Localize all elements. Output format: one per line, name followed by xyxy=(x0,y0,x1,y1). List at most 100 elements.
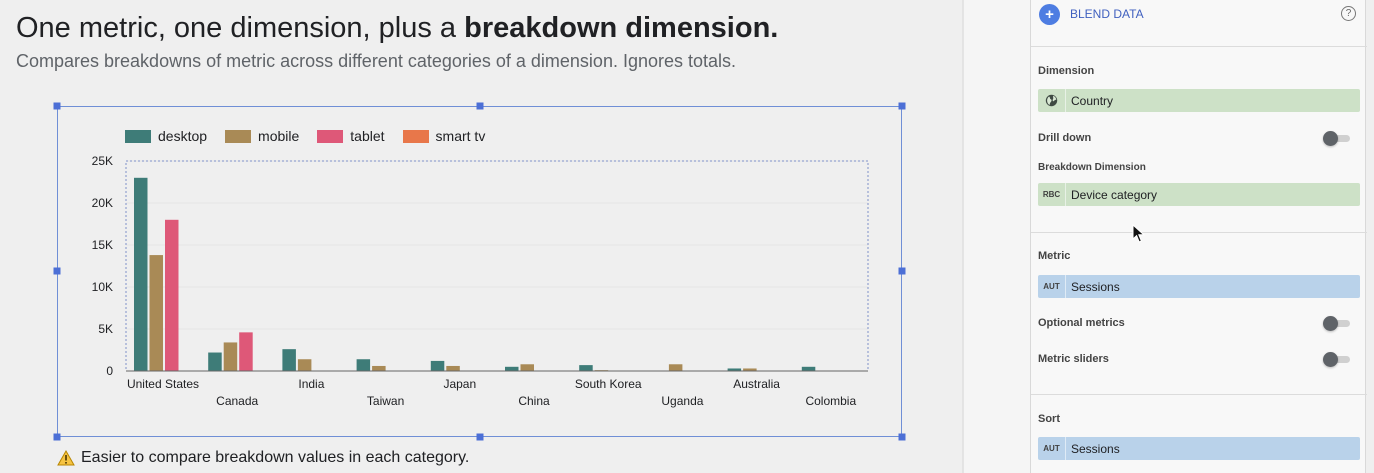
page-title-bold: breakdown dimension. xyxy=(464,12,779,44)
cursor-icon xyxy=(1132,224,1146,243)
optional-metrics-toggle-knob xyxy=(1323,316,1338,331)
bar-mobile-uganda xyxy=(668,364,683,371)
report-canvas: One metric, one dimension, plus a breakd… xyxy=(16,10,906,468)
y-tick-label: 5K xyxy=(98,322,113,336)
y-tick-label: 15K xyxy=(92,238,113,252)
bar-mobile-united-states xyxy=(149,255,163,371)
bar-mobile-india xyxy=(297,359,312,371)
x-tick-label: China xyxy=(518,394,550,408)
y-tick-label: 25K xyxy=(92,154,113,168)
resize-handle-bottom-right[interactable] xyxy=(898,433,906,441)
resize-handle-middle-left[interactable] xyxy=(53,267,61,275)
drill-down-toggle-track xyxy=(1330,135,1350,142)
resize-handle-bottom-left[interactable] xyxy=(53,433,61,441)
resize-handle-top-left[interactable] xyxy=(53,102,61,110)
bar-desktop-united-states xyxy=(134,177,148,371)
x-tick-label: Uganda xyxy=(661,394,703,408)
text-field-type-icon: RBC xyxy=(1038,183,1066,206)
sort-label: Sort xyxy=(1038,413,1060,425)
bar-mobile-taiwan xyxy=(372,365,386,371)
bar-mobile-canada xyxy=(223,342,238,371)
legend-label-smart-tv: smart tv xyxy=(435,128,486,144)
globe-icon xyxy=(1038,89,1066,112)
x-tick-label: India xyxy=(298,377,324,391)
y-tick-label: 10K xyxy=(92,280,113,294)
help-icon[interactable]: ? xyxy=(1341,6,1356,21)
x-tick-label: Japan xyxy=(443,377,476,391)
x-tick-label: Canada xyxy=(216,394,258,408)
x-tick-label: United States xyxy=(127,377,199,391)
optional-metrics-toggle[interactable] xyxy=(1323,316,1352,331)
bar-desktop-colombia xyxy=(801,366,816,371)
bar-desktop-china xyxy=(505,366,519,371)
bar-desktop-taiwan xyxy=(356,359,371,371)
canvas-divider xyxy=(962,0,963,473)
page-title: One metric, one dimension, plus a breakd… xyxy=(16,10,778,46)
x-tick-label: Taiwan xyxy=(367,394,404,408)
chart-legend: desktop mobile tablet smart tv xyxy=(125,128,485,144)
section-divider-blend xyxy=(1031,46,1367,47)
section-divider-metrics xyxy=(1031,394,1367,395)
bar-desktop-south-korea xyxy=(579,365,593,371)
properties-panel: + BLEND DATA ? Dimension Country Drill d… xyxy=(1030,0,1367,473)
resize-handle-middle-right[interactable] xyxy=(898,267,906,275)
x-tick-label: Australia xyxy=(733,377,780,391)
legend-swatch-smart-tv xyxy=(402,129,429,143)
bar-desktop-canada xyxy=(208,352,222,371)
legend-label-tablet: tablet xyxy=(350,128,385,144)
sort-aggregation-icon: AUT xyxy=(1038,437,1066,460)
drill-down-label: Drill down xyxy=(1038,132,1092,144)
metric-sliders-label: Metric sliders xyxy=(1038,353,1109,365)
metric-label: Metric xyxy=(1038,250,1071,262)
plus-icon: + xyxy=(1039,3,1060,25)
y-tick-label: 20K xyxy=(92,196,113,210)
breakdown-dimension-label: Breakdown Dimension xyxy=(1038,162,1146,173)
y-tick-label: 0 xyxy=(106,364,113,378)
legend-swatch-mobile xyxy=(225,129,252,143)
page-subtitle: Compares breakdowns of metric across dif… xyxy=(16,51,737,71)
blend-data-button[interactable]: + BLEND DATA xyxy=(1039,2,1144,26)
dimension-chip-country[interactable]: Country xyxy=(1038,89,1360,112)
bar-tablet-united-states xyxy=(165,219,179,371)
resize-handle-top-center[interactable] xyxy=(476,102,484,110)
x-tick-label: Colombia xyxy=(805,394,856,408)
breakdown-dimension-chip[interactable]: RBC Device category xyxy=(1038,183,1360,206)
sort-chip-sessions[interactable]: AUT Sessions xyxy=(1038,437,1360,460)
dimension-label: Dimension xyxy=(1038,65,1095,77)
legend-label-desktop: desktop xyxy=(158,128,208,144)
drill-down-toggle[interactable] xyxy=(1323,131,1352,146)
legend-item-desktop[interactable]: desktop xyxy=(125,128,207,144)
warning-icon xyxy=(57,450,75,466)
bar-desktop-australia xyxy=(727,368,742,371)
blend-data-label: BLEND DATA xyxy=(1070,7,1144,21)
legend-item-tablet[interactable]: tablet xyxy=(317,128,385,144)
metric-sliders-toggle-knob xyxy=(1323,352,1338,367)
resize-handle-top-right[interactable] xyxy=(898,102,906,110)
properties-gutter xyxy=(963,0,1030,473)
page-title-prefix: One metric, one dimension, plus a xyxy=(16,12,465,44)
bar-mobile-china xyxy=(520,364,534,371)
drill-down-toggle-knob xyxy=(1323,131,1338,146)
sort-chip-label: Sessions xyxy=(1071,441,1120,456)
bar-mobile-australia xyxy=(743,368,757,371)
bar-desktop-japan xyxy=(430,360,445,371)
legend-label-mobile: mobile xyxy=(258,128,300,144)
section-divider-dimensions xyxy=(1031,232,1367,233)
breakdown-dimension-chip-label: Device category xyxy=(1071,187,1158,202)
dimension-chip-label: Country xyxy=(1071,93,1114,108)
bar-desktop-india xyxy=(282,349,296,371)
legend-item-smart-tv[interactable]: smart tv xyxy=(402,128,486,144)
legend-item-mobile[interactable]: mobile xyxy=(225,128,299,144)
optional-metrics-toggle-track xyxy=(1330,320,1350,327)
footer-note-text: Easier to compare breakdown values in ea… xyxy=(81,449,470,466)
metric-chip-label: Sessions xyxy=(1071,279,1120,294)
metric-sliders-toggle[interactable] xyxy=(1323,352,1352,367)
resize-handle-bottom-center[interactable] xyxy=(476,433,484,441)
metric-aggregation-icon: AUT xyxy=(1038,275,1066,298)
metric-chip-sessions[interactable]: AUT Sessions xyxy=(1038,275,1360,298)
optional-metrics-label: Optional metrics xyxy=(1038,317,1125,329)
bar-chart[interactable]: 0 5K 10K 15K 20K 25K United States Canada India T… xyxy=(60,150,880,415)
legend-swatch-desktop xyxy=(125,129,151,143)
footer-note: Easier to compare breakdown values in ea… xyxy=(57,448,469,468)
